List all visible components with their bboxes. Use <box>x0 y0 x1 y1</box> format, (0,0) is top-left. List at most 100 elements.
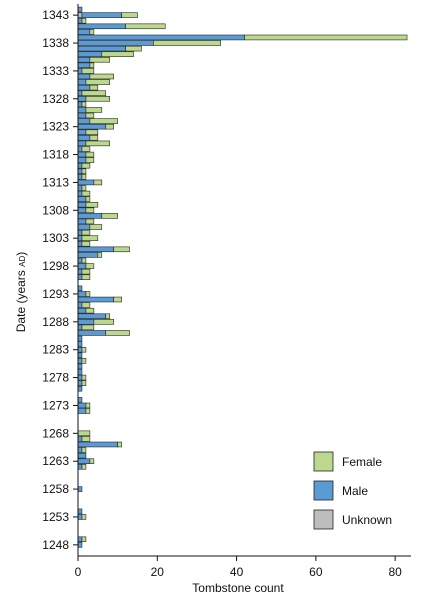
bar-female-1321 <box>89 135 99 141</box>
legend-swatch-female <box>313 451 334 472</box>
bar-male-1254 <box>77 508 83 515</box>
bar-female-1337 <box>125 45 142 52</box>
bar-female-1326 <box>85 107 103 113</box>
bar-female-1330 <box>89 84 99 91</box>
bar-male-1263 <box>77 458 91 464</box>
bar-male-1294 <box>77 285 83 292</box>
bar-female-1292 <box>113 296 122 303</box>
bar-female-1291 <box>81 302 91 308</box>
bar-male-1290 <box>77 307 87 314</box>
bar-male-1335 <box>77 56 91 63</box>
bar-male-1309 <box>77 201 87 208</box>
bar-female-1301 <box>113 246 130 253</box>
bar-female-1304 <box>81 229 91 236</box>
x-tick-label-40: 40 <box>230 565 244 579</box>
y-ticks-layer: 1248 1253 1258 1263 1268 1273 1278 1283 1288 1293… <box>42 8 78 552</box>
bar-female-1316 <box>81 162 91 169</box>
bar-female-1249 <box>81 536 87 543</box>
y-tick-label-1278: 1278 <box>42 371 69 385</box>
y-tick-label-1323: 1323 <box>42 120 69 134</box>
bar-male-1285 <box>77 335 83 342</box>
bar-male-1315 <box>77 168 83 175</box>
bar-male-1279 <box>77 369 83 375</box>
bar-male-1283 <box>77 346 83 353</box>
bar-female-1296 <box>81 274 91 280</box>
bar-male-1272 <box>77 408 87 414</box>
bar-female-1315 <box>81 168 87 175</box>
bar-female-1323 <box>105 123 114 130</box>
bar-female-1299 <box>81 257 87 264</box>
bar-female-1300 <box>97 252 103 258</box>
bar-female-1336 <box>101 51 134 57</box>
y-tick-label-1253: 1253 <box>42 510 69 524</box>
bar-female-1335 <box>89 56 111 63</box>
bar-male-1332 <box>77 73 91 80</box>
bar-male-1286 <box>77 330 107 336</box>
bar-male-1306 <box>77 218 87 225</box>
bar-female-1328 <box>85 96 111 102</box>
y-tick-label-1248: 1248 <box>42 538 69 552</box>
y-tick-label-1313: 1313 <box>42 175 69 189</box>
y-tick-label-1288: 1288 <box>42 315 69 329</box>
bar-unknown-1343 <box>77 12 83 18</box>
bar-male-1287 <box>77 324 83 331</box>
legend-label-male: Male <box>342 484 368 498</box>
bar-male-1329 <box>77 90 83 96</box>
bar-female-1305 <box>89 224 103 230</box>
bar-male-1299 <box>77 257 83 264</box>
bar-female-1319 <box>81 146 91 152</box>
bar-male-1273 <box>77 402 87 409</box>
y-tick-label-1298: 1298 <box>42 259 69 273</box>
bar-female-1286 <box>105 330 130 336</box>
bar-male-1248 <box>77 542 83 548</box>
y-tick-label-1303: 1303 <box>42 231 69 245</box>
bar-male-1276 <box>77 385 83 392</box>
bar-female-1325 <box>85 112 95 119</box>
bar-male-1265 <box>77 447 83 453</box>
bar-male-1293 <box>77 291 87 297</box>
bar-female-1342 <box>81 17 87 24</box>
bar-male-1262 <box>77 464 83 470</box>
bar-male-1274 <box>77 397 83 403</box>
bar-male-1320 <box>77 140 87 147</box>
bar-female-1290 <box>85 307 95 314</box>
bar-male-1288 <box>77 319 95 325</box>
bar-female-1339 <box>244 34 408 41</box>
bar-male-1289 <box>77 313 107 320</box>
bar-female-1332 <box>89 73 114 80</box>
bar-male-1310 <box>77 196 87 202</box>
bar-male-1302 <box>77 241 83 247</box>
bar-male-1307 <box>77 213 103 219</box>
bar-male-1300 <box>77 252 99 258</box>
bar-female-1289 <box>105 313 111 320</box>
bar-male-1344 <box>77 6 83 13</box>
bar-female-1303 <box>81 235 99 241</box>
bar-male-1280 <box>77 363 83 370</box>
bar-female-1297 <box>81 268 91 275</box>
bar-female-1277 <box>81 380 87 386</box>
bar-male-1277 <box>77 380 83 386</box>
bar-male-1339 <box>77 34 245 41</box>
bar-female-1263 <box>89 458 95 464</box>
bar-female-1262 <box>81 464 87 470</box>
y-tick-label-1308: 1308 <box>42 203 69 217</box>
y-tick-label-1258: 1258 <box>42 482 69 496</box>
y-tick-label-1343: 1343 <box>42 8 69 22</box>
bar-male-1317 <box>77 157 87 163</box>
bar-male-1292 <box>77 296 114 303</box>
bar-male-1330 <box>77 84 91 91</box>
bar-male-1264 <box>77 452 87 459</box>
bar-female-1310 <box>85 196 91 202</box>
bar-male-1318 <box>77 151 87 158</box>
bar-male-1298 <box>77 263 87 269</box>
bar-male-1308 <box>77 207 87 214</box>
bar-female-1308 <box>85 207 95 214</box>
bar-female-1317 <box>85 157 95 163</box>
y-tick-label-1318: 1318 <box>42 148 69 162</box>
legend-label-unknown: Unknown <box>342 513 392 527</box>
bar-male-1253 <box>77 514 83 520</box>
bar-male-1258 <box>77 486 83 492</box>
y-tick-label-1333: 1333 <box>42 64 69 78</box>
bar-female-1338 <box>153 40 222 46</box>
bar-male-1325 <box>77 112 87 119</box>
